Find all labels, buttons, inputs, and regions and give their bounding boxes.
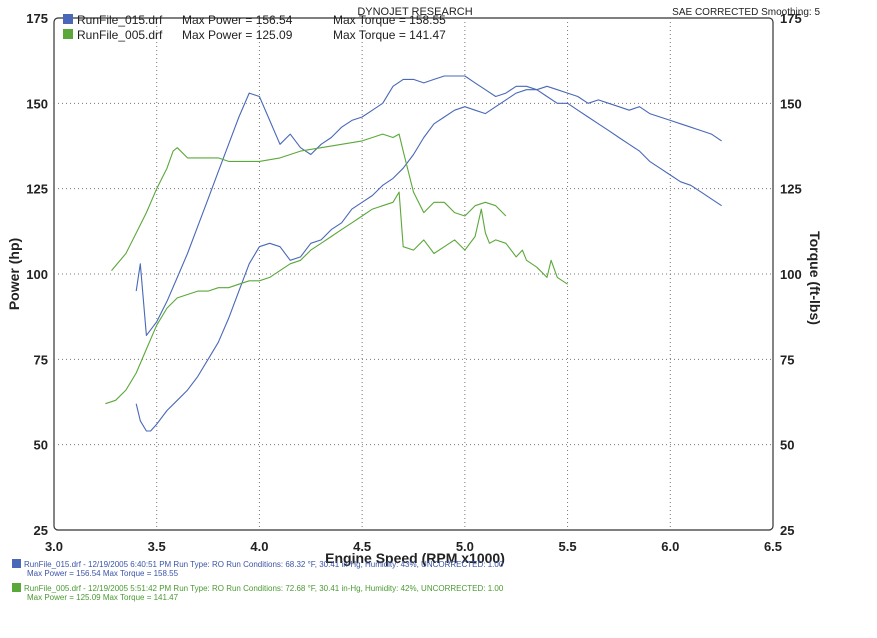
y-tick-label: 50 <box>34 438 48 453</box>
y2-tick-label: 75 <box>780 352 794 367</box>
y-tick-label: 75 <box>34 352 48 367</box>
series-line-2 <box>105 191 568 405</box>
footer-run-015-line1: RunFile_015.drf - 12/19/2005 6:40:51 PM … <box>12 559 503 569</box>
x-tick-labels: 3.0 3.5 4.0 4.5 5.0 5.5 6.0 6.5 <box>45 539 782 554</box>
legend-maxpower-015: Max Power = 156.54 <box>182 13 293 27</box>
y2-axis-label: Torque (ft-lbs) <box>807 231 823 325</box>
x-tick-label: 6.5 <box>764 539 782 554</box>
x-tick-label: 5.5 <box>559 539 577 554</box>
corner-text: SAE CORRECTED Smoothing: 5 <box>672 7 820 18</box>
y2-tick-labels: 25 50 75 100 125 150 175 <box>780 11 802 538</box>
footer-swatch-005 <box>12 583 21 592</box>
y-tick-label: 125 <box>26 182 48 197</box>
x-tick-label: 5.0 <box>456 539 474 554</box>
series-line-3 <box>111 133 507 271</box>
legend: RunFile_015.drf Max Power = 156.54 Max T… <box>63 13 446 42</box>
footer-run-015: RunFile_015.drf - 12/19/2005 6:40:51 PM … <box>12 559 503 578</box>
y-tick-label: 25 <box>34 523 48 538</box>
y2-tick-label: 50 <box>780 438 794 453</box>
y2-tick-label: 175 <box>780 11 802 26</box>
footer-swatch-015 <box>12 559 21 568</box>
footer-run-015-text: RunFile_015.drf - 12/19/2005 6:40:51 PM … <box>24 560 504 569</box>
y2-tick-label: 100 <box>780 267 802 282</box>
legend-maxpower-005: Max Power = 125.09 <box>182 28 293 42</box>
y-tick-labels: 25 50 75 100 125 150 175 <box>26 11 48 538</box>
grid <box>54 18 773 530</box>
legend-maxtorque-005: Max Torque = 141.47 <box>333 28 446 42</box>
footer-run-015-line2: Max Power = 156.54 Max Torque = 158.55 <box>27 569 179 578</box>
chart-title: DYNOJET RESEARCH <box>357 6 472 18</box>
legend-file-005: RunFile_005.drf <box>77 28 163 42</box>
y-axis-label: Power (hp) <box>6 238 22 310</box>
legend-swatch-015 <box>63 14 73 24</box>
legend-maxtorque-015: Max Torque = 158.55 <box>333 13 446 27</box>
y-tick-label: 100 <box>26 267 48 282</box>
x-tick-label: 4.0 <box>250 539 268 554</box>
series-lines <box>105 75 722 432</box>
y-tick-label: 150 <box>26 96 48 111</box>
series-line-0 <box>135 85 722 432</box>
x-tick-label: 4.5 <box>353 539 371 554</box>
x-axis-label: Engine Speed (RPM x1000) <box>325 550 505 566</box>
x-tick-label: 3.5 <box>148 539 166 554</box>
y2-tick-label: 125 <box>780 182 802 197</box>
y2-tick-label: 25 <box>780 523 794 538</box>
footer-run-005-line2: Max Power = 125.09 Max Torque = 141.47 <box>27 593 179 602</box>
plot-frame <box>53 17 774 531</box>
legend-swatch-005 <box>63 29 73 39</box>
legend-file-015: RunFile_015.drf <box>77 13 163 27</box>
footer-run-005-text: RunFile_005.drf - 12/19/2005 5:51:42 PM … <box>24 584 504 593</box>
series-line-1 <box>135 75 722 336</box>
footer-run-005-line1: RunFile_005.drf - 12/19/2005 5:51:42 PM … <box>12 583 503 593</box>
x-tick-label: 3.0 <box>45 539 63 554</box>
y2-tick-label: 150 <box>780 96 802 111</box>
footer-run-005: RunFile_005.drf - 12/19/2005 5:51:42 PM … <box>12 583 503 602</box>
x-tick-label: 6.0 <box>661 539 679 554</box>
y-tick-label: 175 <box>26 11 48 26</box>
